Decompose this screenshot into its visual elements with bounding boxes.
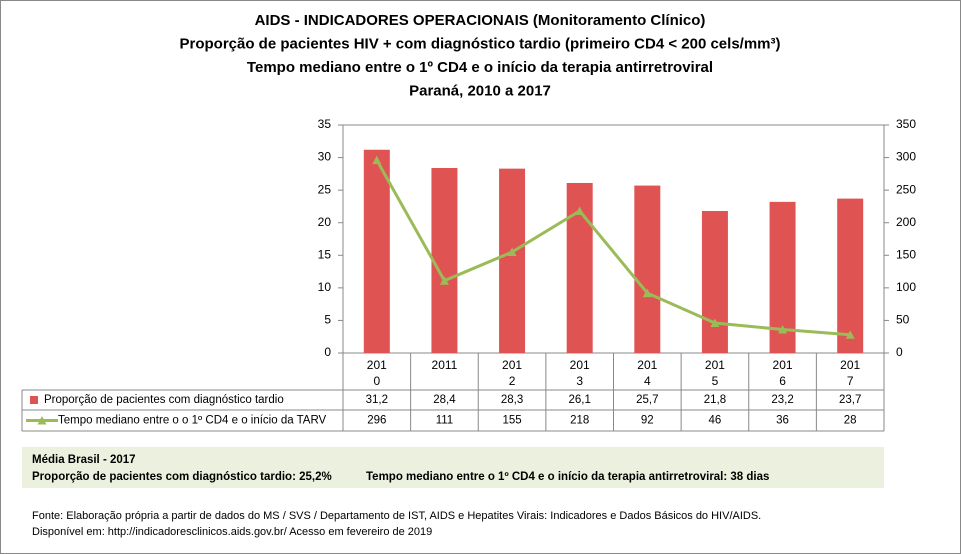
line-marker — [778, 325, 788, 334]
line-marker — [575, 206, 585, 215]
chart-title: Tempo mediano entre o 1º CD4 e o início … — [247, 59, 713, 76]
table-value: 218 — [570, 415, 589, 427]
legend-marker — [37, 416, 47, 425]
summary-item: Proporção de pacientes com diagnóstico t… — [32, 471, 332, 483]
line-marker — [439, 276, 449, 285]
y2-tick-label: 50 — [896, 313, 910, 327]
x-tick-label: 2013 — [569, 358, 590, 388]
bar — [634, 185, 661, 353]
table-value: 296 — [367, 415, 386, 427]
y2-tick-label: 0 — [896, 345, 903, 359]
legend-swatch — [30, 396, 38, 404]
table-value: 28,3 — [501, 394, 523, 406]
table-value: 111 — [436, 415, 453, 427]
footer-line: Disponível em: http://indicadoresclinico… — [32, 526, 432, 538]
y2-tick-label: 300 — [896, 150, 916, 164]
table-value: 23,7 — [839, 394, 861, 406]
table-value: 21,8 — [704, 394, 726, 406]
x-tick-label: 2012 — [502, 358, 523, 388]
y-tick-label: 30 — [318, 150, 332, 164]
x-tick-label: 2015 — [704, 358, 725, 388]
table-value: 155 — [502, 415, 521, 427]
legend-label: Tempo mediano entre o o 1º CD4 e o iníci… — [58, 415, 327, 427]
y2-tick-label: 150 — [896, 247, 916, 261]
summary-heading: Média Brasil - 2017 — [32, 454, 136, 466]
line-marker — [372, 155, 382, 165]
legend-label: Proporção de pacientes com diagnóstico t… — [44, 394, 284, 406]
summary-item: Tempo mediano entre o 1º CD4 e o início … — [366, 471, 769, 483]
y-tick-label: 10 — [318, 280, 332, 294]
x-tick-label: 2011 — [431, 358, 458, 372]
table-value: 31,2 — [366, 394, 388, 406]
line — [375, 159, 851, 337]
chart-title: AIDS - INDICADORES OPERACIONAIS (Monitor… — [255, 12, 706, 29]
table-value: 28 — [844, 415, 857, 427]
table-value: 25,7 — [636, 394, 658, 406]
x-tick-label: 2014 — [637, 358, 658, 388]
x-tick-label: 2010 — [366, 358, 387, 388]
x-tick-label: 2016 — [772, 358, 793, 388]
table-value: 26,1 — [568, 394, 590, 406]
footer-line: Fonte: Elaboração própria a partir de da… — [32, 510, 761, 522]
y2-tick-label: 100 — [896, 280, 916, 294]
table-value: 46 — [709, 415, 722, 427]
table-value: 28,4 — [433, 394, 456, 406]
table-value: 23,2 — [771, 394, 793, 406]
y-tick-label: 15 — [318, 247, 332, 261]
chart-title: Paraná, 2010 a 2017 — [409, 82, 551, 99]
bar — [499, 168, 526, 353]
x-tick-label: 2017 — [840, 358, 861, 388]
line-marker — [845, 330, 855, 339]
y2-tick-label: 350 — [896, 117, 916, 131]
line-marker — [507, 247, 517, 257]
bar — [363, 149, 390, 353]
y-tick-label: 0 — [324, 345, 331, 359]
table-value: 36 — [776, 415, 789, 427]
y-tick-label: 5 — [324, 313, 331, 327]
bar — [431, 167, 458, 353]
y-tick-label: 25 — [318, 182, 332, 196]
y2-tick-label: 200 — [896, 215, 916, 229]
line-marker — [642, 288, 652, 298]
table-value: 92 — [641, 415, 654, 427]
bar — [837, 198, 864, 353]
line-marker — [710, 318, 720, 328]
summary-box — [22, 447, 884, 488]
y-tick-label: 35 — [318, 117, 332, 131]
y2-tick-label: 250 — [896, 182, 916, 196]
y-tick-label: 20 — [318, 215, 332, 229]
chart-title: Proporção de pacientes HIV + com diagnós… — [179, 35, 780, 52]
bar — [701, 210, 728, 353]
